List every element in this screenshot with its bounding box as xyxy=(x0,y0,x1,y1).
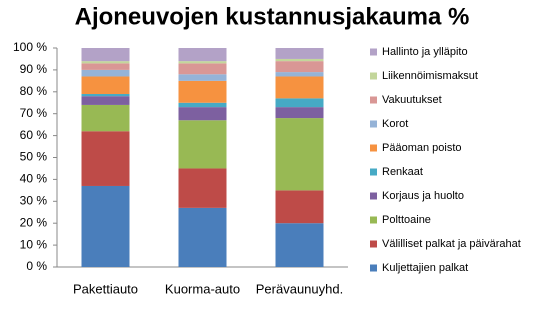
bar-segment xyxy=(178,61,227,64)
bar-segment xyxy=(178,74,227,81)
legend-swatch xyxy=(370,240,377,248)
chart-title: Ajoneuvojen kustannusjakauma % xyxy=(75,3,470,30)
bar-segment xyxy=(178,207,227,267)
bar-segment xyxy=(81,104,130,132)
legend-label: Välilliset palkat ja päivärahat xyxy=(382,238,521,250)
y-tick-label: 30 % xyxy=(20,193,48,207)
bar-segment xyxy=(275,98,324,108)
bar-segment xyxy=(81,61,130,64)
legend-label: Hallinto ja ylläpito xyxy=(382,46,468,58)
bar-segment xyxy=(275,48,324,59)
legend-swatch xyxy=(370,96,377,104)
bar-segment xyxy=(275,58,324,62)
bar-segment xyxy=(81,185,130,267)
x-tick-label: Pakettiauto xyxy=(73,281,138,296)
bar-segment xyxy=(275,190,324,224)
x-tick-label: Perävaunuyhd. xyxy=(256,281,343,296)
legend-label: Polttoaine xyxy=(382,214,431,226)
bar-segment xyxy=(178,102,227,108)
y-tick-label: 0 % xyxy=(26,259,47,273)
bar-segment xyxy=(178,168,227,208)
y-tick-label: 60 % xyxy=(20,128,48,142)
legend-label: Kuljettajien palkat xyxy=(382,262,468,274)
x-tick-label: Kuorma-auto xyxy=(165,281,240,296)
y-tick-label: 80 % xyxy=(20,84,48,98)
legend-label: Korot xyxy=(382,118,408,130)
legend-label: Pääoman poisto xyxy=(382,142,462,154)
legend-swatch xyxy=(370,72,377,80)
legend-label: Vakuutukset xyxy=(382,94,442,106)
bar-segment xyxy=(81,63,130,70)
bar-segment xyxy=(81,96,130,105)
bar-segment xyxy=(178,48,227,62)
legend-label: Liikennöimismaksut xyxy=(382,70,478,82)
legend-swatch xyxy=(370,120,377,128)
bar-segment xyxy=(81,131,130,186)
y-tick-label: 90 % xyxy=(20,62,48,76)
legend-swatch xyxy=(370,48,377,56)
bar-segment xyxy=(275,72,324,77)
bar-segment xyxy=(81,48,130,62)
y-tick-label: 50 % xyxy=(20,150,48,164)
bar-segment xyxy=(275,76,324,99)
bar-segment xyxy=(178,63,227,75)
y-tick-label: 20 % xyxy=(20,215,48,229)
bar-segment xyxy=(275,107,324,119)
legend-swatch xyxy=(370,264,377,272)
y-tick-label: 10 % xyxy=(20,237,48,251)
legend-swatch xyxy=(370,216,377,224)
legend-swatch xyxy=(370,144,377,152)
bar-segment xyxy=(178,120,227,169)
bar-segment xyxy=(275,223,324,267)
legend-label: Renkaat xyxy=(382,166,423,178)
bar-segment xyxy=(81,69,130,77)
y-tick-label: 40 % xyxy=(20,172,48,186)
bar-segment xyxy=(275,61,324,73)
legend-swatch xyxy=(370,192,377,200)
bar-segment xyxy=(81,93,130,97)
bar-segment xyxy=(81,76,130,94)
y-tick-label: 70 % xyxy=(20,106,48,120)
y-tick-label: 100 % xyxy=(13,40,47,54)
bar-segment xyxy=(275,118,324,191)
legend-swatch xyxy=(370,168,377,176)
legend-label: Korjaus ja huolto xyxy=(382,190,464,202)
bar-segment xyxy=(178,80,227,103)
bar-segment xyxy=(178,107,227,121)
